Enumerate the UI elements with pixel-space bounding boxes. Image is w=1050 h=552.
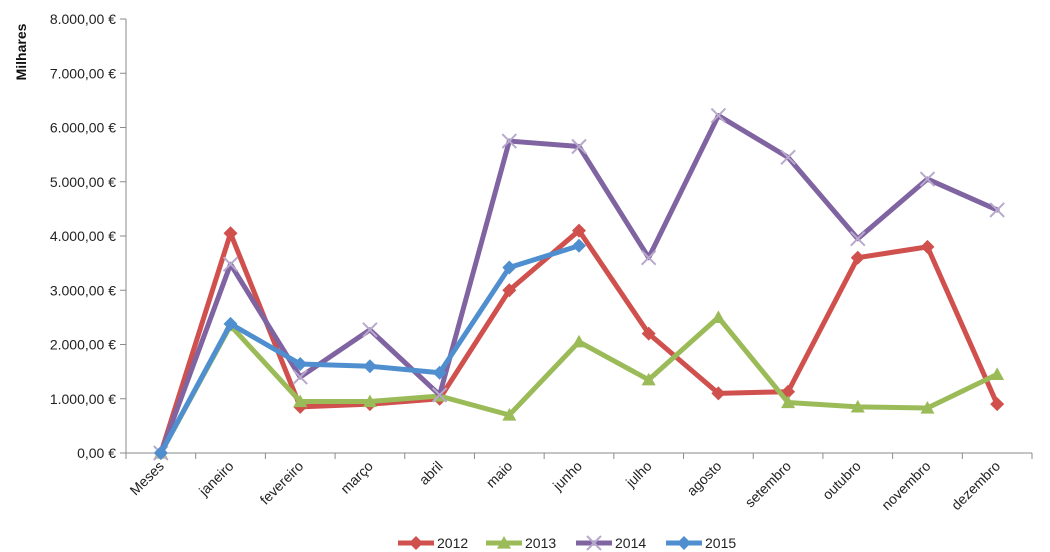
data-point — [223, 226, 238, 241]
data-point — [362, 394, 377, 408]
data-point — [501, 133, 518, 149]
data-point-stroke — [919, 171, 936, 187]
data-point — [920, 239, 935, 254]
y-tick-label: 7.000,00 € — [50, 65, 116, 81]
data-point — [153, 446, 168, 460]
x-tick-label: janeiro — [195, 458, 237, 500]
legend-label: 2014 — [615, 535, 646, 551]
data-point-stroke — [989, 202, 1005, 218]
y-tick-label: 5.000,00 € — [50, 174, 116, 190]
data-point — [362, 322, 378, 338]
x-tick-label: abril — [416, 458, 446, 488]
x-tick-label: novembro — [878, 458, 933, 513]
y-tick-label: 6.000,00 € — [50, 120, 116, 136]
y-axis-title: Milhares — [13, 23, 29, 80]
x-tick-label: outubro — [819, 458, 864, 503]
data-point-stroke — [222, 256, 239, 272]
legend-label: 2012 — [437, 535, 468, 551]
data-point-stroke — [501, 133, 518, 149]
x-tick-label: fevereiro — [257, 458, 307, 508]
data-point — [586, 535, 602, 551]
data-point — [781, 395, 796, 409]
data-point — [571, 138, 587, 155]
data-point-stroke — [640, 249, 657, 266]
data-point-stroke — [710, 107, 727, 124]
data-point — [850, 399, 865, 413]
data-point — [293, 357, 308, 372]
series-2015 — [153, 238, 586, 460]
data-point — [711, 310, 726, 323]
y-tick-label: 2.000,00 € — [50, 337, 116, 353]
data-point — [502, 408, 517, 421]
data-point-stroke — [362, 322, 378, 338]
data-point-stroke — [850, 231, 866, 247]
series-lines — [153, 107, 1005, 461]
data-point-stroke — [780, 149, 796, 166]
legend: 2012 2013 2014 2015 — [398, 535, 736, 551]
data-point — [409, 536, 423, 550]
data-point — [497, 536, 511, 549]
data-point — [222, 256, 239, 272]
data-point — [919, 171, 936, 187]
data-point — [293, 394, 308, 408]
x-tick-label: julho — [622, 458, 655, 491]
data-point — [223, 316, 238, 331]
data-point — [677, 536, 691, 550]
x-tick-label: dezembro — [948, 458, 1003, 513]
data-point — [710, 107, 727, 124]
data-point — [641, 372, 656, 386]
data-point — [502, 283, 517, 298]
legend-label: 2013 — [525, 535, 556, 551]
x-tick-label: Meses — [126, 458, 166, 498]
data-point — [989, 202, 1005, 218]
data-point — [572, 238, 586, 253]
data-point — [850, 250, 865, 265]
x-tick-label: maio — [483, 458, 516, 491]
data-point — [572, 223, 586, 238]
data-point — [850, 231, 866, 247]
x-tick-label: março — [337, 458, 376, 497]
series-line — [158, 113, 1000, 456]
series-2013 — [153, 310, 1005, 459]
x-tick-label: junho — [549, 458, 585, 494]
data-point — [711, 386, 726, 401]
data-point — [780, 149, 796, 166]
data-point — [502, 260, 517, 275]
legend-item-2013: 2013 — [486, 535, 556, 551]
data-point — [432, 365, 447, 380]
data-point — [990, 367, 1005, 380]
data-point — [920, 400, 935, 414]
data-point-stroke — [571, 138, 587, 155]
y-tick-label: 8.000,00 € — [50, 11, 116, 27]
legend-label: 2015 — [705, 535, 736, 551]
y-axis: 0,00 € 1.000,00 € 2.000,00 € 3.000,00 € 4.00… — [50, 11, 127, 461]
data-point — [990, 397, 1005, 412]
legend-item-2015: 2015 — [666, 535, 736, 551]
data-point — [572, 334, 586, 348]
data-point — [640, 249, 657, 266]
data-point — [431, 387, 448, 403]
x-tick-label: setembro — [742, 458, 795, 511]
series-2014 — [153, 107, 1005, 461]
y-tick-label: 0,00 € — [77, 445, 116, 461]
y-tick-label: 1.000,00 € — [50, 391, 116, 407]
x-tick-label: agosto — [683, 458, 724, 499]
data-point-stroke — [586, 535, 602, 551]
y-tick-label: 4.000,00 € — [50, 228, 116, 244]
data-point — [362, 359, 377, 374]
x-axis: Meses janeiro fevereiro março abril maio junho… — [125, 452, 1033, 513]
data-point-stroke — [431, 387, 448, 403]
data-point — [292, 369, 308, 385]
data-point-stroke — [292, 369, 308, 385]
legend-item-2014: 2014 — [576, 535, 646, 551]
legend-item-2012: 2012 — [398, 535, 468, 551]
data-point — [641, 326, 656, 341]
y-tick-label: 3.000,00 € — [50, 282, 116, 298]
